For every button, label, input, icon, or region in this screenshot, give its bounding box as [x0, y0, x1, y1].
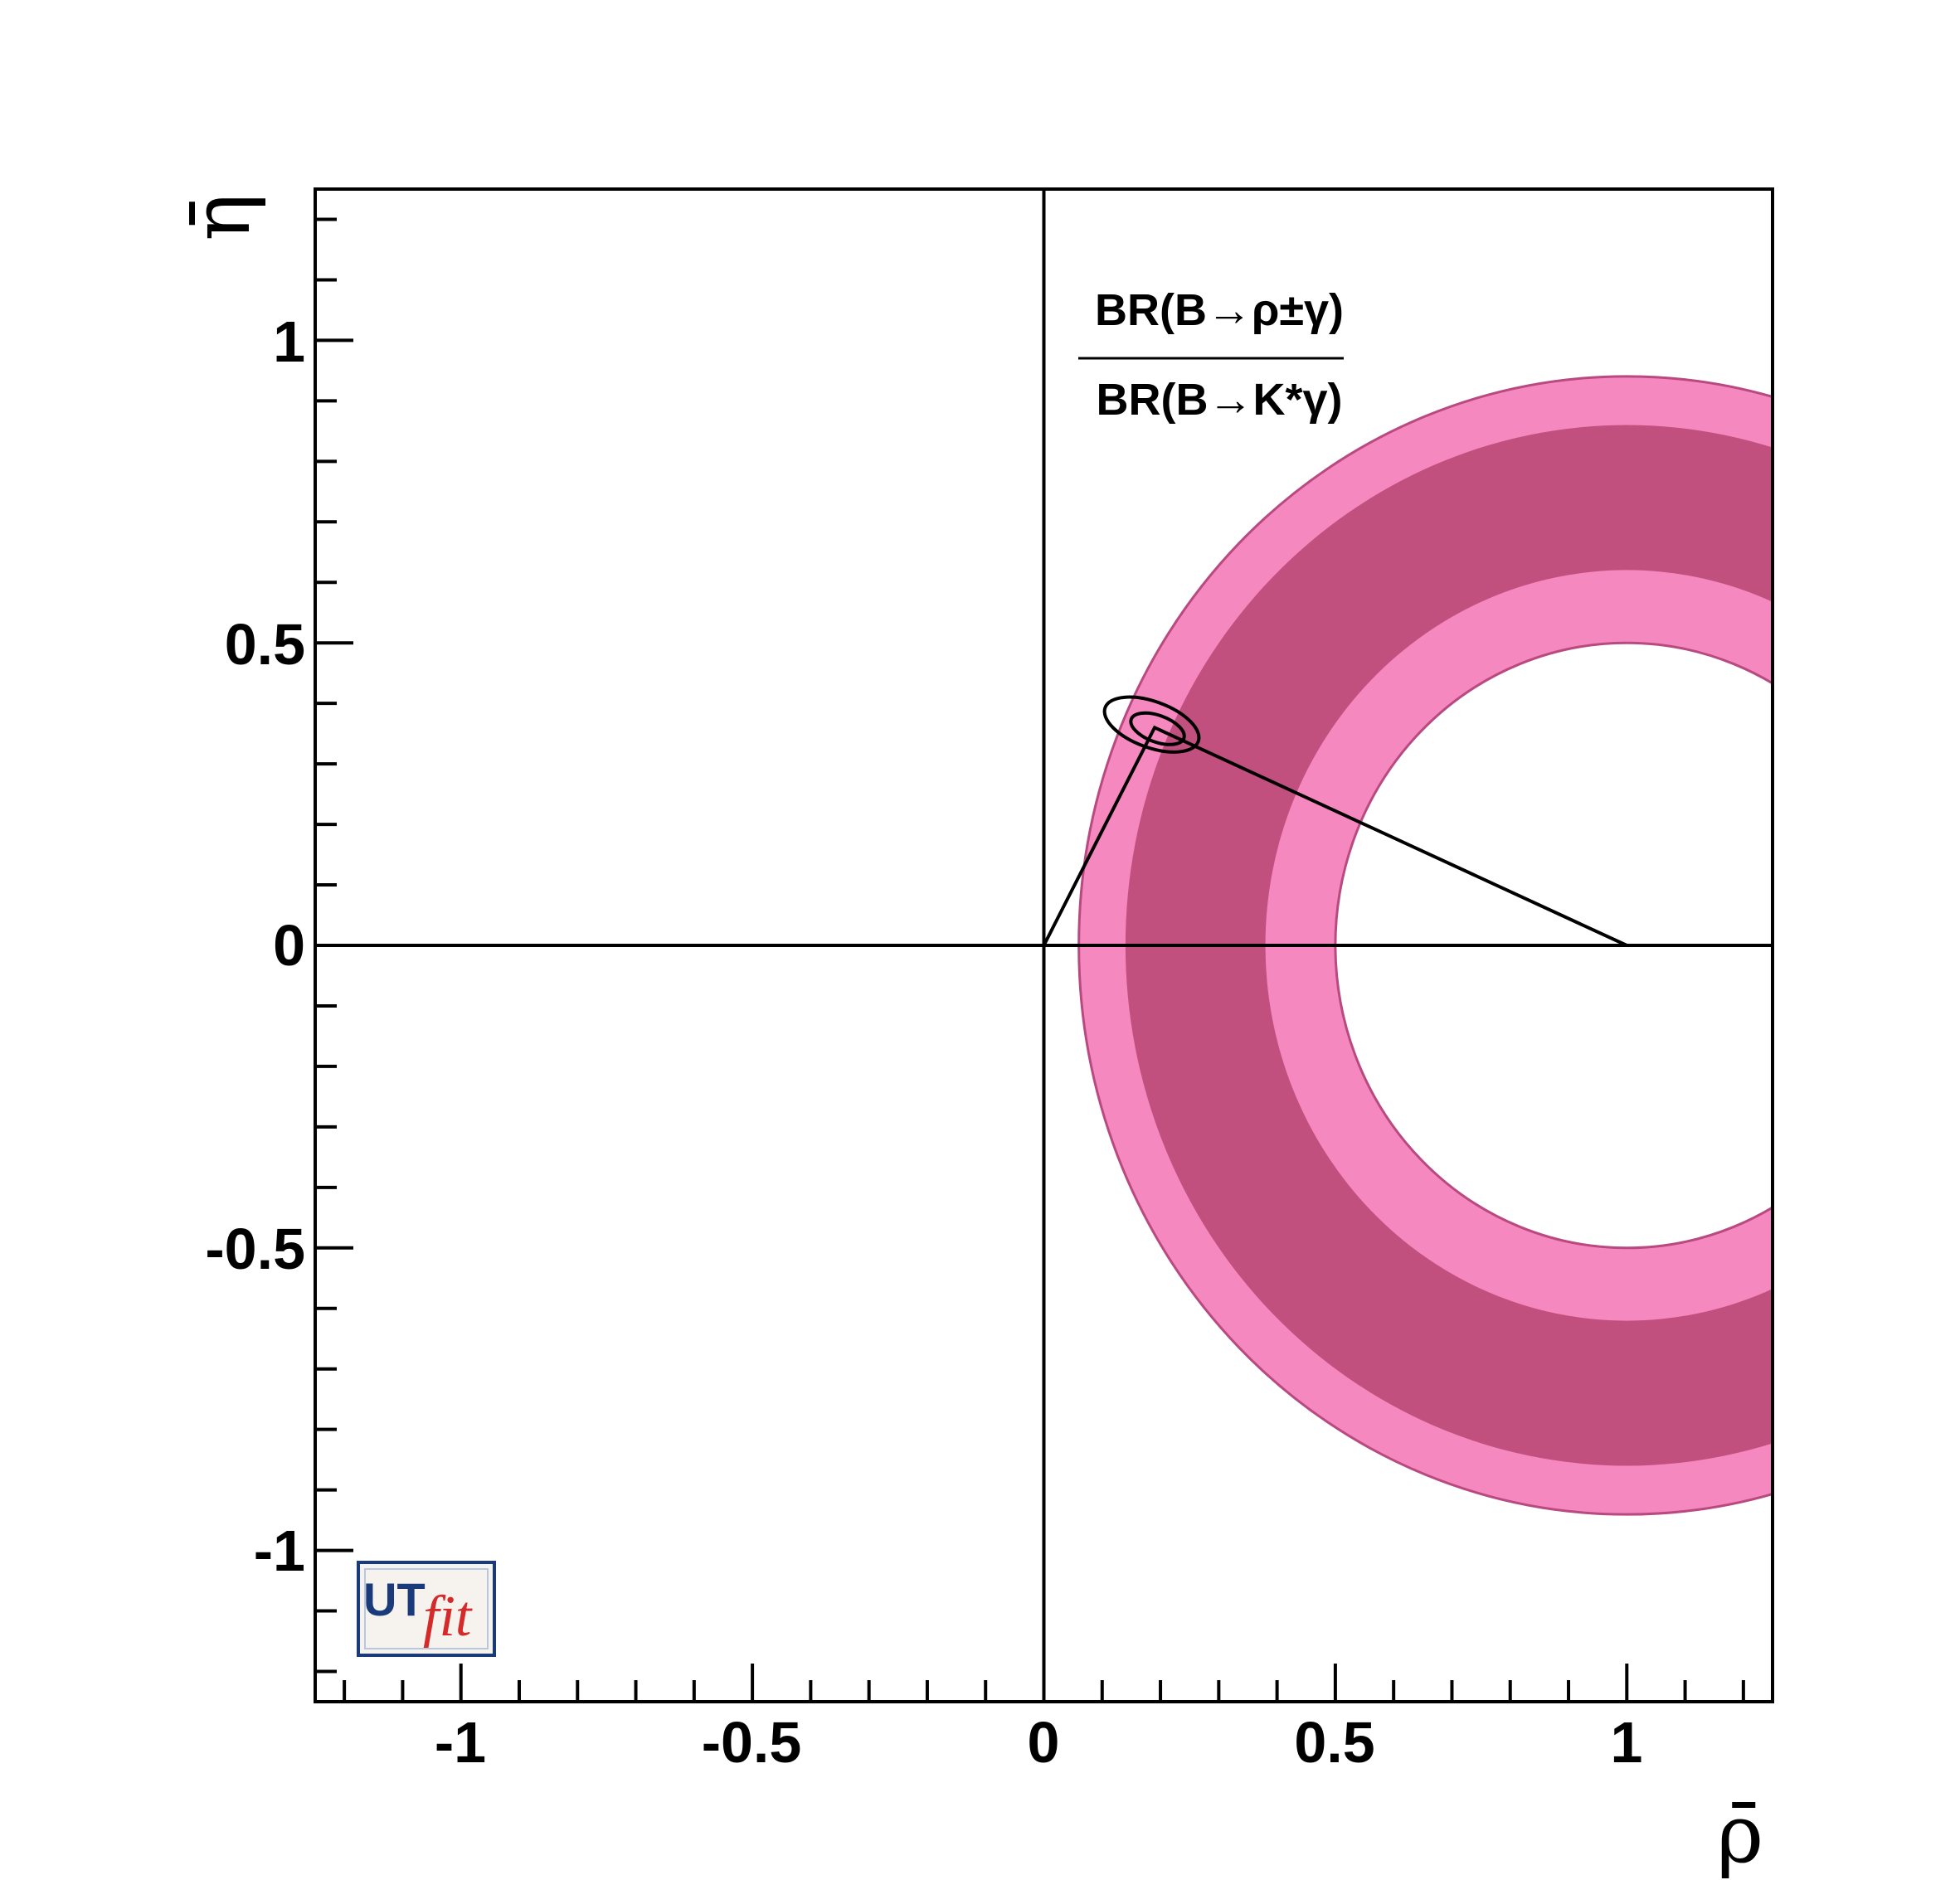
x-tick-label: 1 [1611, 1710, 1643, 1775]
y-tick-label: 0 [273, 913, 305, 978]
x-tick-label: 0.5 [1294, 1710, 1374, 1775]
apex-contour-inner [1129, 711, 1186, 746]
x-tick-label: -0.5 [702, 1710, 802, 1775]
constraint-band-68 [1125, 425, 1773, 1466]
annotation-numerator: BR(B→ρ±γ) [1095, 285, 1344, 335]
svg-text:UT: UT [363, 1573, 426, 1625]
y-tick-label: -1 [254, 1518, 305, 1583]
x-tick-label: -1 [435, 1710, 486, 1775]
plot-area [315, 189, 1773, 1702]
utfit-logo: UT fit [357, 1561, 496, 1657]
unitarity-triangle [1042, 725, 1628, 947]
annotation-denominator: BR(B→K*γ) [1097, 375, 1343, 425]
x-tick-label: 0 [1028, 1710, 1060, 1775]
y-axis-title: η̄ [175, 193, 268, 241]
apex-contour-outer [1102, 695, 1201, 754]
y-tick-label: -0.5 [205, 1217, 305, 1281]
svg-text:fit: fit [423, 1585, 473, 1649]
x-axis-title: ρ̄ [1717, 1788, 1763, 1880]
y-tick-label: 1 [273, 309, 305, 374]
y-tick-label: 0.5 [225, 612, 305, 677]
axis-ticks [315, 217, 1745, 1702]
